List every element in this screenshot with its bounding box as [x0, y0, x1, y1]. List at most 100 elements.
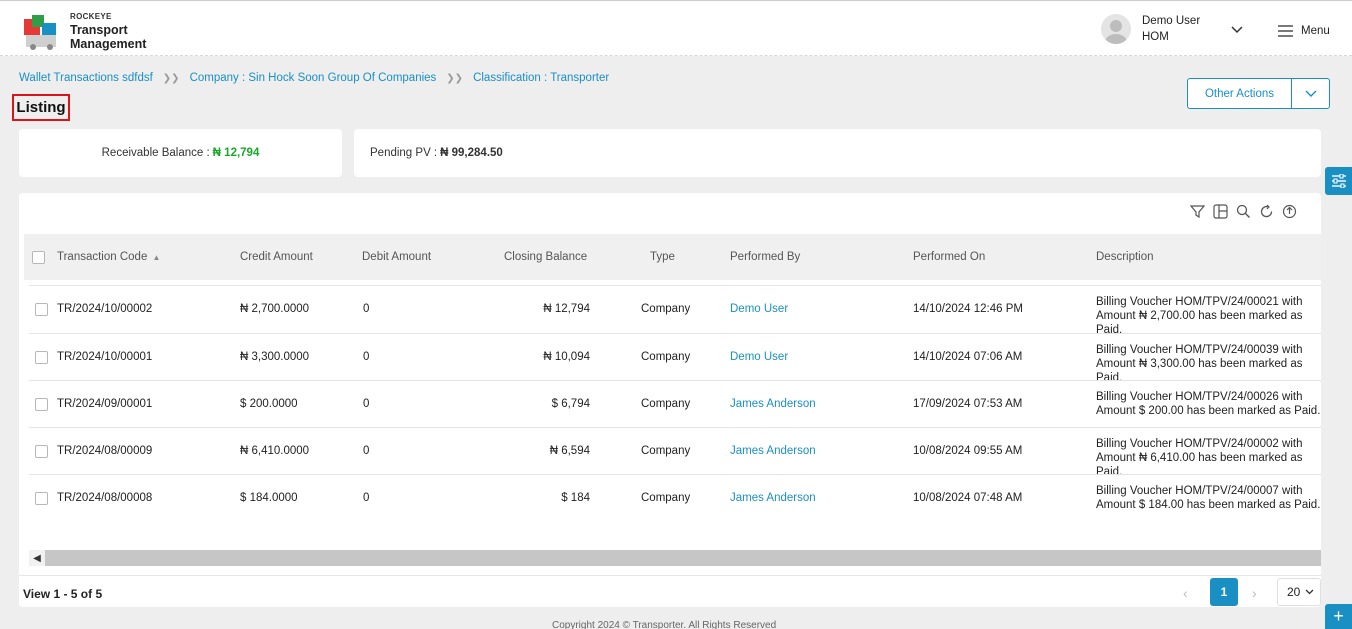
pending-pv-value: ₦ 99,284.50 [440, 147, 503, 159]
table-row[interactable]: TR/2024/08/00008 $ 184.0000 0 $ 184 Comp… [29, 474, 1321, 521]
user-name[interactable]: Demo User [1142, 15, 1201, 27]
table-toolbar [1189, 204, 1297, 219]
user-role: HOM [1142, 31, 1169, 43]
chevron-right-icon: ❯❯ [446, 72, 464, 84]
cell-performed-by-link[interactable]: Demo User [730, 351, 789, 363]
brand-title-line2: Management [70, 37, 147, 51]
column-header-description[interactable]: Description [1096, 251, 1154, 263]
cell-debit-amount: 0 [363, 445, 370, 457]
column-header-performed-by[interactable]: Performed By [730, 251, 801, 263]
page-title: Listing [12, 94, 70, 121]
cell-description: Billing Voucher HOM/TPV/24/00026 with Am… [1096, 391, 1321, 417]
column-header-closing-balance[interactable]: Closing Balance [504, 251, 588, 263]
cell-description: Billing Voucher HOM/TPV/24/00007 with Am… [1096, 485, 1321, 511]
breadcrumb-item-wallet[interactable]: Wallet Transactions sdfdsf [19, 72, 153, 84]
previous-page-icon[interactable]: ‹ [1183, 585, 1188, 601]
cell-transaction-code: TR/2024/08/00009 [57, 445, 153, 457]
breadcrumb-item-classification[interactable]: Classification : Transporter [473, 72, 610, 84]
refresh-icon[interactable] [1259, 204, 1274, 219]
divider [19, 575, 1321, 576]
receivable-balance-value: ₦ 12,794 [212, 147, 260, 159]
other-actions-label[interactable]: Other Actions [1188, 79, 1292, 108]
cell-credit-amount: ₦ 6,410.0000 [240, 445, 310, 457]
cell-performed-on: 17/09/2024 07:53 AM [913, 398, 1023, 410]
table-row[interactable]: TR/2024/10/00001 ₦ 3,300.0000 0 ₦ 10,094… [29, 333, 1321, 384]
search-icon[interactable] [1236, 204, 1251, 219]
cell-performed-by-link[interactable]: James Anderson [730, 492, 816, 504]
hamburger-icon [1278, 25, 1293, 37]
record-count: View 1 - 5 of 5 [23, 587, 103, 601]
sort-icon[interactable]: ▲ [152, 253, 161, 262]
cell-performed-on: 14/10/2024 07:06 AM [913, 351, 1023, 363]
filter-icon[interactable] [1189, 204, 1206, 219]
cell-performed-by-link[interactable]: James Anderson [730, 398, 816, 410]
column-header-credit-amount[interactable]: Credit Amount [240, 251, 313, 263]
menu-button[interactable]: Menu [1278, 22, 1330, 40]
cell-closing-balance: $ 184 [561, 492, 590, 504]
select-all-checkbox[interactable] [32, 251, 45, 264]
chevron-down-icon[interactable] [1292, 79, 1329, 108]
column-header-debit-amount[interactable]: Debit Amount [362, 251, 432, 263]
cell-credit-amount: $ 200.0000 [240, 398, 298, 410]
page-size-value: 20 [1287, 585, 1301, 599]
cell-performed-on: 14/10/2024 12:46 PM [913, 303, 1023, 315]
avatar[interactable] [1101, 14, 1131, 44]
chevron-down-icon [1305, 589, 1314, 595]
other-actions-button[interactable]: Other Actions [1187, 78, 1330, 109]
menu-label: Menu [1301, 25, 1330, 37]
cell-description: Billing Voucher HOM/TPV/24/00002 with Am… [1096, 438, 1303, 478]
column-header-type[interactable]: Type [650, 251, 675, 263]
cell-closing-balance: ₦ 6,594 [549, 445, 590, 457]
app-logo[interactable] [22, 13, 62, 51]
column-header-transaction-code[interactable]: Transaction Code ▲ [57, 251, 161, 263]
row-checkbox[interactable] [35, 398, 48, 411]
chevron-down-icon[interactable] [1230, 23, 1244, 37]
cell-debit-amount: 0 [363, 492, 370, 504]
row-checkbox[interactable] [35, 445, 48, 458]
row-checkbox[interactable] [35, 351, 48, 364]
horizontal-scrollbar[interactable]: ◀ [29, 550, 1321, 566]
breadcrumb: Wallet Transactions sdfdsf ❯❯ Company : … [19, 72, 609, 84]
next-page-icon[interactable]: › [1252, 585, 1257, 601]
row-checkbox[interactable] [35, 492, 48, 505]
cell-closing-balance: $ 6,794 [551, 398, 590, 410]
copyright-text: Copyright 2024 © Transporter. All Rights… [552, 620, 777, 629]
cell-performed-by-link[interactable]: Demo User [730, 303, 789, 315]
cell-closing-balance: ₦ 10,094 [543, 351, 590, 363]
cell-type: Company [641, 398, 691, 410]
chevron-right-icon: ❯❯ [162, 72, 180, 84]
filter-settings-tab[interactable] [1325, 167, 1352, 195]
page-1-button[interactable]: 1 [1210, 578, 1238, 606]
add-icon[interactable]: + [1325, 604, 1352, 629]
brand-company: ROCKEYE [70, 12, 112, 21]
cell-description: Billing Voucher HOM/TPV/24/00021 with Am… [1096, 296, 1303, 336]
table-header: Transaction Code ▲ Credit Amount Debit A… [24, 234, 1321, 280]
cell-type: Company [641, 492, 691, 504]
table-row[interactable]: TR/2024/09/00001 $ 200.0000 0 $ 6,794 Co… [29, 380, 1321, 427]
pending-pv-label: Pending PV : [370, 147, 438, 159]
row-checkbox[interactable] [35, 303, 48, 316]
cell-credit-amount: $ 184.0000 [240, 492, 298, 504]
scroll-left-icon[interactable]: ◀ [29, 550, 45, 566]
cell-transaction-code: TR/2024/10/00002 [57, 303, 153, 315]
cell-credit-amount: ₦ 3,300.0000 [240, 351, 310, 363]
receivable-balance-label: Receivable Balance : [101, 147, 210, 159]
cell-closing-balance: ₦ 12,794 [543, 303, 590, 315]
columns-icon[interactable] [1213, 204, 1228, 219]
breadcrumb-item-company[interactable]: Company : Sin Hock Soon Group Of Compani… [189, 72, 437, 84]
cell-transaction-code: TR/2024/10/00001 [57, 351, 153, 363]
cell-performed-by-link[interactable]: James Anderson [730, 445, 816, 457]
transactions-table: Transaction Code ▲ Credit Amount Debit A… [24, 234, 1321, 564]
table-row[interactable]: TR/2024/10/00002 ₦ 2,700.0000 0 ₦ 12,794… [29, 285, 1321, 336]
app-header: ROCKEYE Transport Management Demo User H… [0, 0, 1352, 56]
export-icon[interactable] [1282, 204, 1297, 219]
cell-type: Company [641, 445, 691, 457]
cell-debit-amount: 0 [363, 351, 370, 363]
cell-type: Company [641, 303, 691, 315]
cell-performed-on: 10/08/2024 09:55 AM [913, 445, 1023, 457]
table-row[interactable]: TR/2024/08/00009 ₦ 6,410.0000 0 ₦ 6,594 … [29, 427, 1321, 478]
page-size-select[interactable]: 20 [1277, 578, 1321, 606]
listing-panel: Transaction Code ▲ Credit Amount Debit A… [19, 193, 1321, 607]
column-header-performed-on[interactable]: Performed On [913, 251, 986, 263]
cell-description: Billing Voucher HOM/TPV/24/00039 with Am… [1096, 344, 1303, 384]
